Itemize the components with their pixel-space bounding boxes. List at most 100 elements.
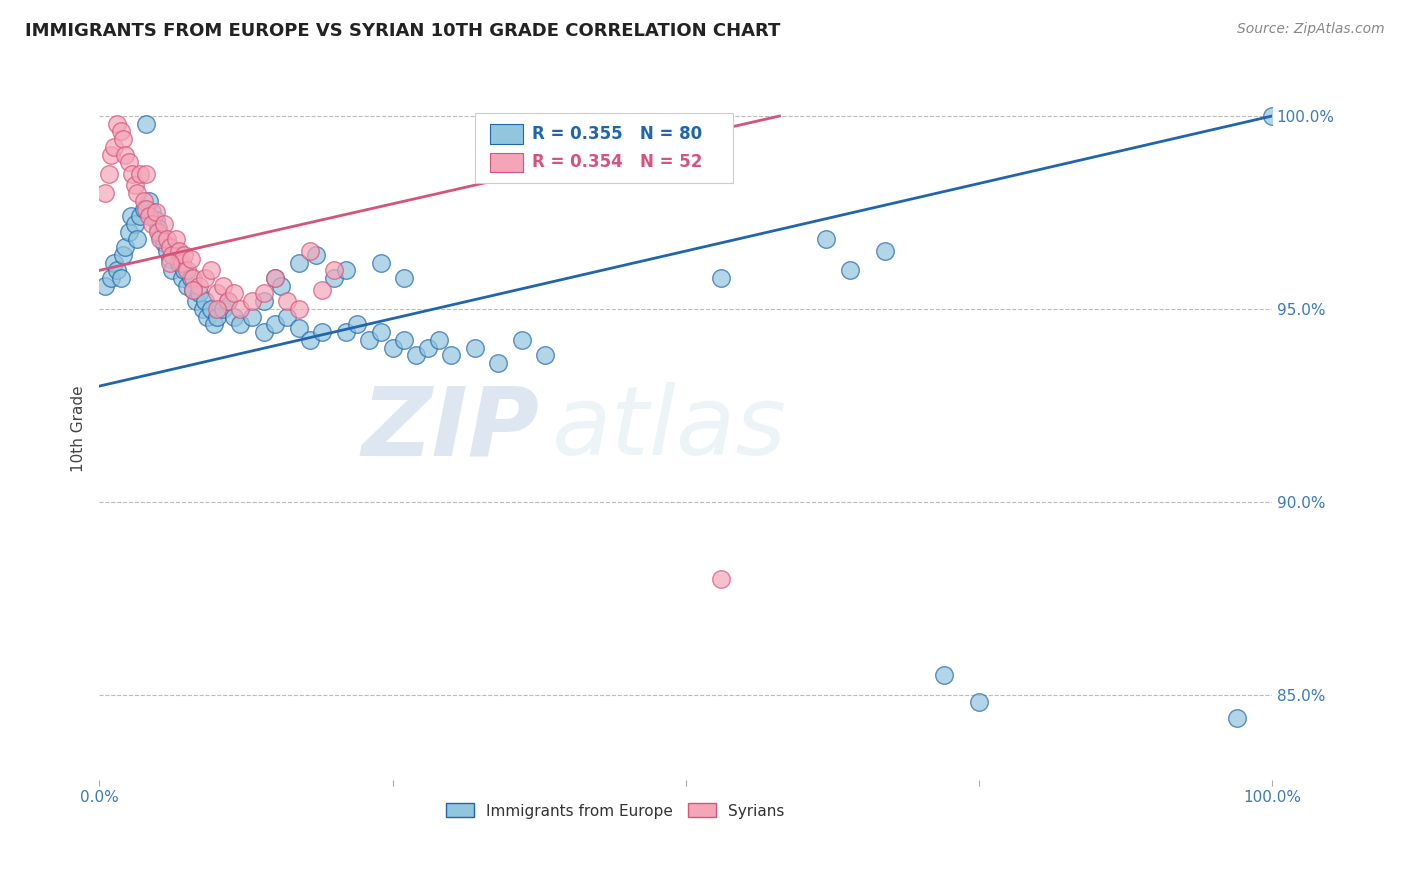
Point [138,194,160,208]
Point [370,255,392,269]
Text: ZIP: ZIP [361,382,538,475]
Point [170,271,193,285]
Point [405,348,427,362]
Point [167,255,190,269]
Point [359,333,381,347]
Point [311,325,333,339]
Point [205,310,228,324]
Point [100,147,122,161]
Point [176,278,198,293]
Point [710,271,733,285]
Point [394,333,416,347]
Point [191,301,214,316]
Point [188,286,211,301]
Point [156,244,179,258]
Point [184,294,207,309]
Point [145,205,167,219]
Point [202,318,225,332]
Point [167,244,190,258]
Point [335,263,357,277]
Point [299,333,322,347]
Point [159,252,181,266]
Point [132,202,155,216]
Point [146,220,169,235]
Point [125,232,148,246]
Point [103,255,125,269]
Point [346,318,368,332]
Point [165,232,187,246]
FancyBboxPatch shape [489,125,523,145]
Text: IMMIGRANTS FROM EUROPE VS SYRIAN 10TH GRADE CORRELATION CHART: IMMIGRANTS FROM EUROPE VS SYRIAN 10TH GR… [25,22,780,40]
Point [932,668,955,682]
Point [299,244,322,258]
Point [141,205,163,219]
Point [180,252,202,266]
Point [200,301,222,316]
Point [240,294,263,309]
Point [118,155,141,169]
Point [135,167,157,181]
Point [188,278,211,293]
Point [287,301,309,316]
Point [534,348,557,362]
Point [416,341,439,355]
Point [305,248,328,262]
Point [229,318,252,332]
Text: Source: ZipAtlas.com: Source: ZipAtlas.com [1237,22,1385,37]
Point [205,286,228,301]
Point [159,240,181,254]
Point [815,232,838,246]
Point [429,333,451,347]
Point [211,278,233,293]
Point [176,263,198,277]
Point [486,356,509,370]
Point [97,167,120,181]
Point [311,283,333,297]
Point [710,572,733,586]
Point [270,278,292,293]
Point [181,283,204,297]
Point [120,210,142,224]
Point [224,286,246,301]
Point [276,294,298,309]
Point [510,333,533,347]
FancyBboxPatch shape [475,112,733,183]
Y-axis label: 10th Grade: 10th Grade [72,385,86,472]
Point [194,294,217,309]
Point [145,213,167,227]
Point [100,271,122,285]
Point [165,244,187,258]
Point [135,117,157,131]
Point [276,310,298,324]
Point [160,263,183,277]
Point [440,348,463,362]
Point [114,240,136,254]
Point [94,186,117,201]
Point [141,217,163,231]
Point [153,217,176,231]
Point [138,210,160,224]
Point [381,341,404,355]
Point [159,255,181,269]
Point [146,225,169,239]
Point [153,236,176,251]
Point [156,232,179,246]
Point [323,263,346,277]
Point [103,140,125,154]
Point [170,255,193,269]
Point [394,271,416,285]
Point [135,202,157,216]
Point [252,294,274,309]
Point [160,248,183,262]
Point [173,263,195,277]
Point [110,124,132,138]
Point [217,294,239,309]
Point [132,194,155,208]
Point [264,271,287,285]
Point [252,286,274,301]
Point [105,117,128,131]
Point [149,228,172,243]
Point [264,271,287,285]
Point [873,244,896,258]
Point [194,271,217,285]
